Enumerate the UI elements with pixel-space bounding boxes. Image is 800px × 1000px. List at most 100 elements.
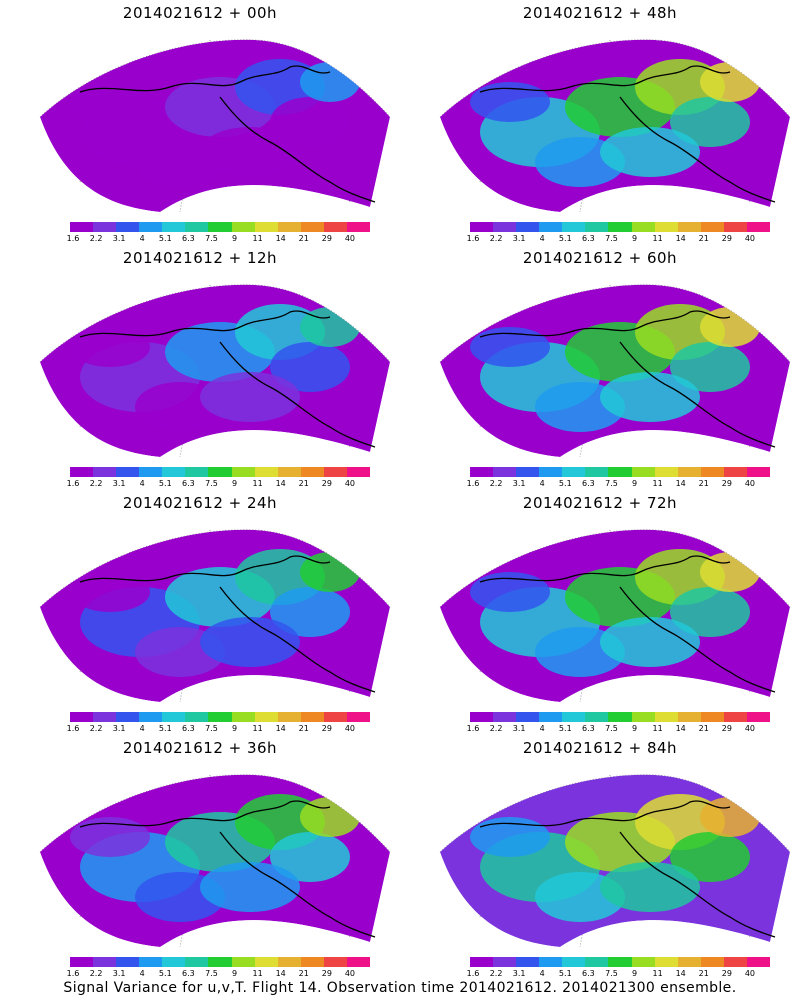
- colorbar-label: 40: [344, 234, 356, 243]
- colorbar-label: 5.1: [558, 969, 572, 978]
- coastline: [479, 310, 776, 448]
- colorbar-swatch: [208, 222, 232, 232]
- colorbar-swatch: [162, 712, 186, 722]
- map-panel-p12: 2014021612 + 12h 1.6 2.2 3.1 4 5.1 6.3 7.5 9 11 1…: [10, 245, 410, 490]
- colorbar-label: 2.2: [89, 724, 103, 733]
- colorbar-swatch: [562, 222, 586, 232]
- colorbar-label: 9: [231, 969, 238, 978]
- colorbar-label: 2.2: [89, 479, 103, 488]
- colorbar-label: 6.3: [182, 479, 195, 488]
- colorbar-label: 3.1: [112, 479, 126, 488]
- colorbar-swatch: [516, 712, 540, 722]
- colorbar-label: 3.1: [512, 724, 526, 733]
- variance-contour: [700, 552, 760, 592]
- colorbar-label: 29: [721, 724, 732, 733]
- colorbar-label: 3.1: [512, 234, 526, 243]
- colorbar-swatch: [323, 467, 347, 477]
- colorbar-label: 7.5: [605, 479, 618, 488]
- colorbar-swatch: [723, 222, 747, 232]
- colorbar-swatch: [208, 467, 232, 477]
- colorbar-label: 4: [539, 234, 545, 243]
- colorbar-swatch: [608, 467, 632, 477]
- colorbar-label: 29: [321, 724, 332, 733]
- colorbar-swatch: [585, 467, 609, 477]
- colorbar-swatch: [116, 467, 140, 477]
- panel-title: 2014021612 + 72h: [522, 494, 678, 512]
- colorbar-swatch: [346, 467, 371, 477]
- map-panel-p24: 2014021612 + 24h 1.6 2.2 3.1 4 5.1 6.3 7.5 9 11 1…: [10, 490, 410, 735]
- colorbar-swatch: [300, 712, 324, 722]
- colorbar-label: 1.6: [466, 234, 480, 243]
- colorbar-label: 1.6: [466, 479, 480, 488]
- colorbar-swatch: [700, 957, 724, 967]
- colorbar-label: 6.3: [582, 724, 595, 733]
- colorbar-swatch: [608, 712, 632, 722]
- colorbar-swatch: [539, 957, 563, 967]
- map-panel-p72: 2014021612 + 72h 1.6 2.2 3.1 4 5.1 6.3 7.5 9 11 1…: [410, 490, 800, 735]
- colorbar-swatch: [70, 712, 94, 722]
- colorbar-label: 3.1: [512, 969, 526, 978]
- colorbar-label: 1.6: [466, 724, 480, 733]
- colorbar-label: 21: [298, 724, 309, 733]
- colorbar-swatch: [346, 957, 371, 967]
- colorbar-swatch: [208, 712, 232, 722]
- colorbar-label: 11: [252, 479, 263, 488]
- colorbar-swatch: [231, 222, 255, 232]
- colorbar-labels: 1.6 2.2 3.1 4 5.1 6.3 7.5 9 11 14 21 29 40: [466, 969, 780, 979]
- colorbar-swatch: [631, 957, 655, 967]
- colorbar-label: 4: [539, 724, 545, 733]
- colorbar-swatch: [654, 957, 678, 967]
- colorbar-swatch: [300, 467, 324, 477]
- colorbar-swatch: [470, 712, 494, 722]
- variance-contour: [270, 342, 350, 392]
- colorbar-swatch: [516, 222, 540, 232]
- coastline: [79, 310, 376, 448]
- colorbar-swatch: [139, 712, 163, 722]
- colorbar-label: 40: [744, 724, 756, 733]
- colorbar-swatch: [323, 222, 347, 232]
- colorbar-label: 1.6: [66, 479, 80, 488]
- colorbar-label: 29: [321, 234, 332, 243]
- colorbar-label: 2.2: [489, 724, 503, 733]
- colorbar-label: 1.6: [466, 969, 480, 978]
- colorbar-swatch: [277, 222, 301, 232]
- colorbar-swatch: [654, 467, 678, 477]
- colorbar-labels: 1.6 2.2 3.1 4 5.1 6.3 7.5 9 11 14 21 29 40: [466, 479, 780, 489]
- colorbar-swatch: [585, 957, 609, 967]
- colorbar-swatch: [93, 712, 117, 722]
- colorbar-label: 7.5: [205, 969, 218, 978]
- variance-contour: [600, 372, 700, 422]
- colorbar-label: 4: [139, 724, 145, 733]
- colorbar-swatch: [300, 957, 324, 967]
- colorbar-swatch: [116, 222, 140, 232]
- colorbar-swatch: [516, 467, 540, 477]
- colorbar-swatch: [562, 957, 586, 967]
- variance-contour: [300, 797, 360, 837]
- coastline: [479, 65, 776, 203]
- colorbar-swatch: [70, 467, 94, 477]
- variance-contour: [670, 587, 750, 637]
- variance-contour: [70, 572, 150, 612]
- colorbar-label: 14: [275, 479, 286, 488]
- colorbar-swatch: [608, 957, 632, 967]
- colorbar-label: 21: [298, 479, 309, 488]
- colorbar-swatch: [631, 712, 655, 722]
- colorbar-swatch: [585, 222, 609, 232]
- colorbar-swatch: [323, 712, 347, 722]
- panel-title: 2014021612 + 24h: [122, 494, 278, 512]
- colorbar-swatch: [470, 467, 494, 477]
- colorbar-swatch: [254, 222, 278, 232]
- colorbar-swatch: [631, 467, 655, 477]
- colorbar-label: 1.6: [66, 234, 80, 243]
- colorbar-swatch: [116, 712, 140, 722]
- colorbar-label: 11: [652, 969, 663, 978]
- colorbar: [70, 467, 371, 477]
- colorbar-label: 9: [631, 234, 638, 243]
- coastline: [79, 555, 376, 693]
- colorbar-swatch: [493, 222, 517, 232]
- panel-title: 2014021612 + 36h: [122, 739, 278, 757]
- colorbar-swatch: [139, 222, 163, 232]
- colorbar-label: 21: [698, 969, 709, 978]
- colorbar-label: 4: [539, 479, 545, 488]
- panel-title: 2014021612 + 00h: [122, 4, 278, 22]
